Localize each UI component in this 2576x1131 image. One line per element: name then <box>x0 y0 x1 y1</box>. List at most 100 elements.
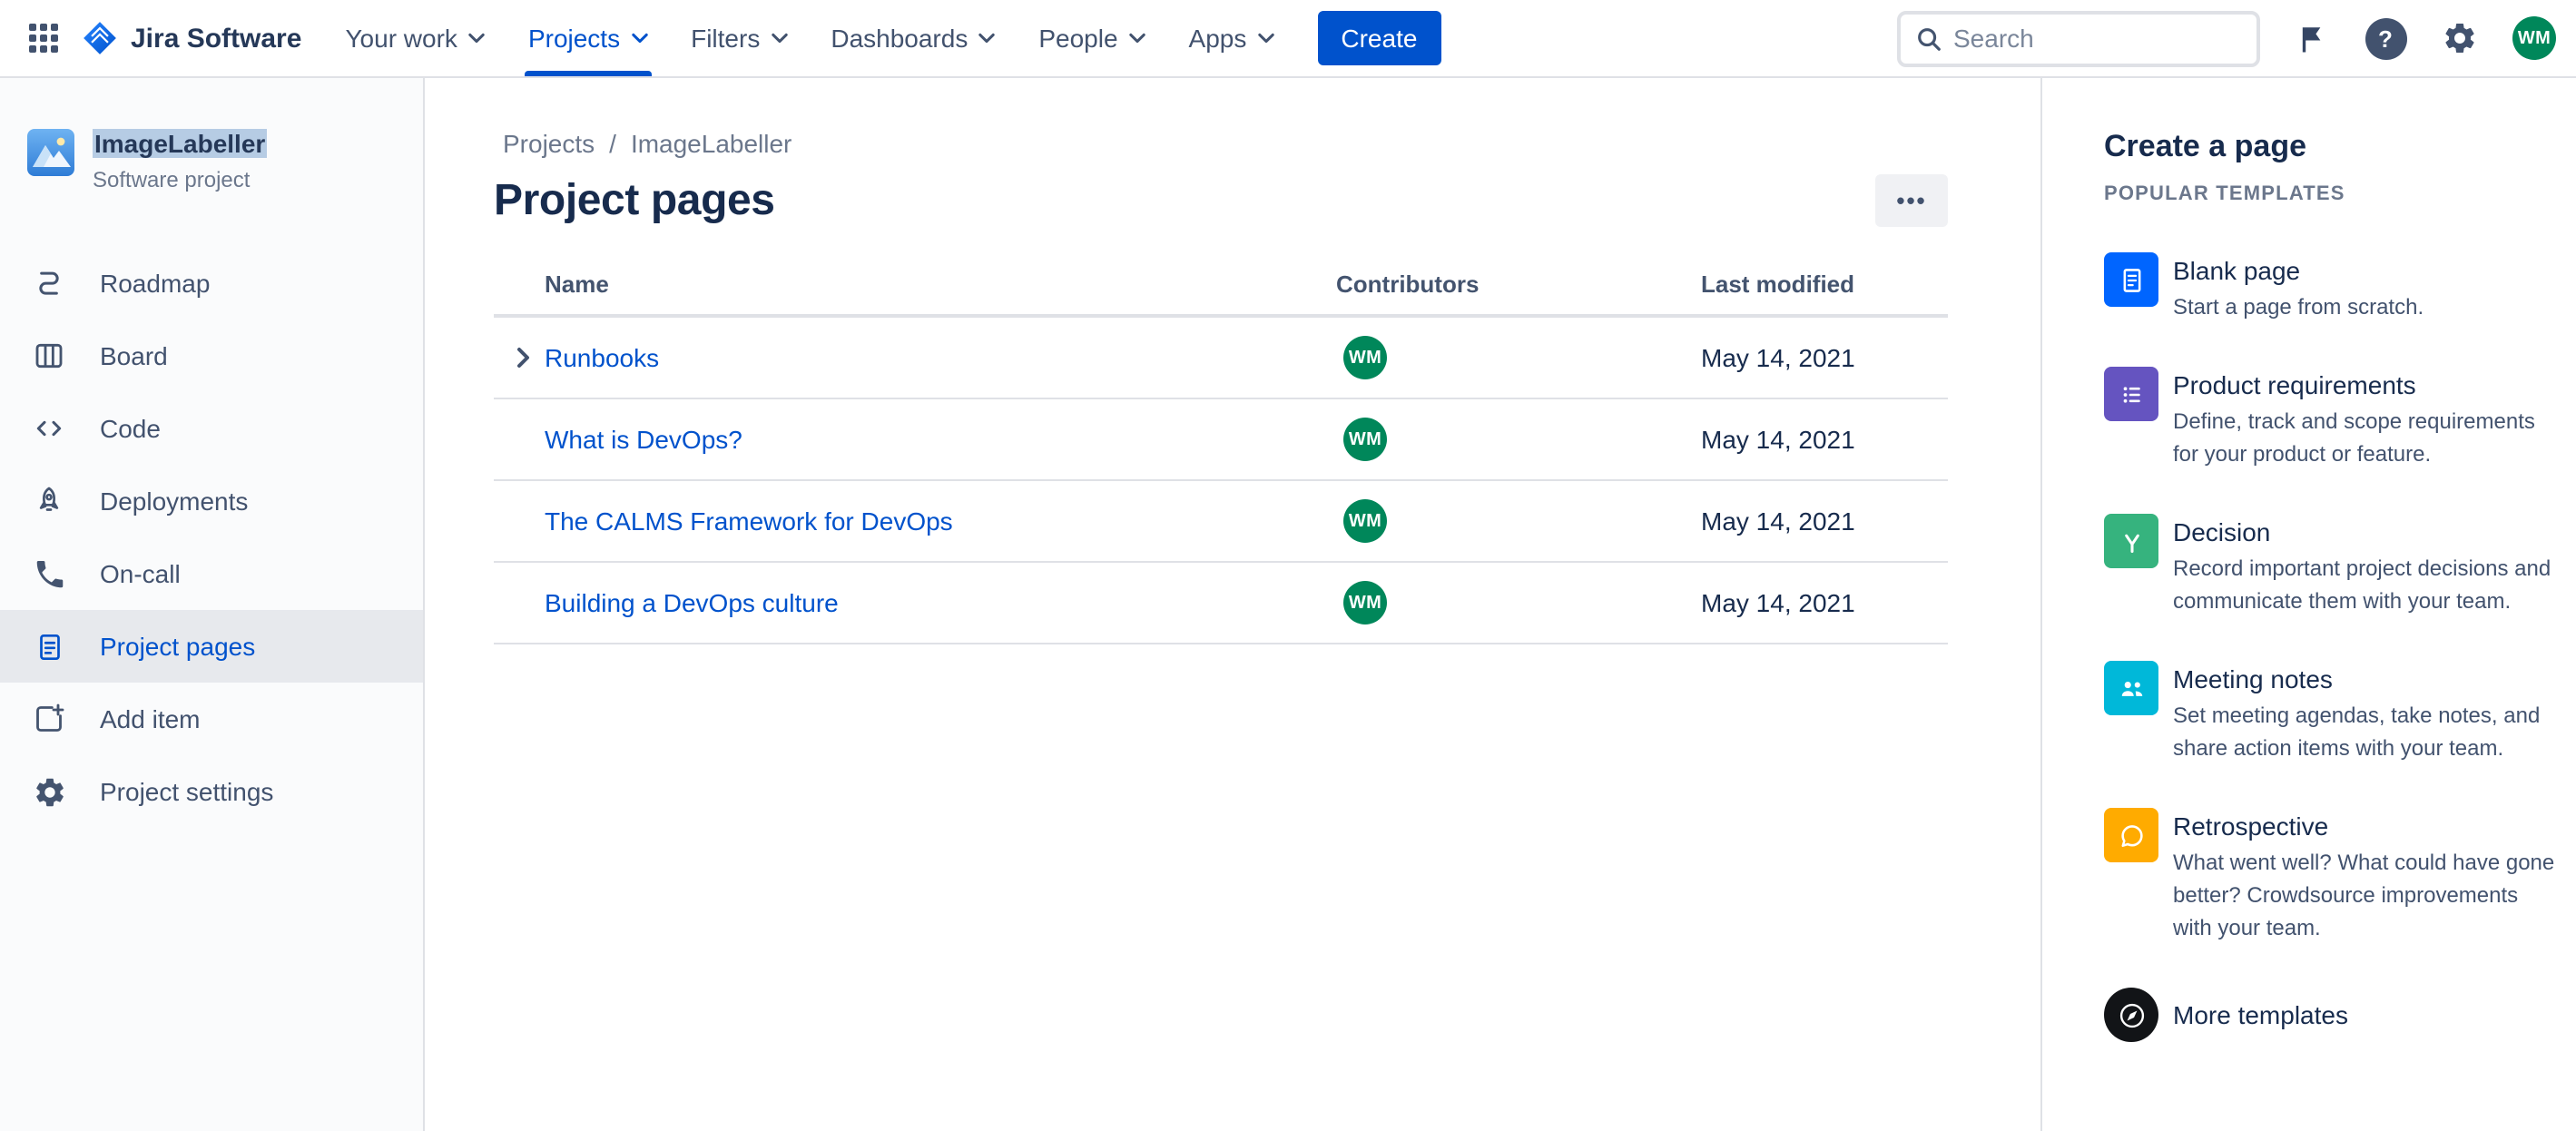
contributors-cell: WM <box>1336 418 1701 461</box>
chevron-down-icon <box>1128 33 1145 44</box>
rocket-icon <box>27 479 71 523</box>
chevron-down-icon <box>978 33 996 44</box>
top-nav: Jira Software Your work Projects Filters… <box>0 0 2576 78</box>
notifications-flag-button[interactable] <box>2287 15 2335 62</box>
nav-item-people[interactable]: People <box>1017 0 1166 76</box>
breadcrumb-projects-link[interactable]: Projects <box>503 129 595 158</box>
people-icon <box>2104 661 2158 715</box>
template-name: Decision <box>2173 517 2271 546</box>
nav-item-your-work[interactable]: Your work <box>323 0 506 76</box>
column-header-name: Name <box>545 270 609 298</box>
top-nav-right: ? WM <box>1897 10 2576 66</box>
project-avatar <box>27 129 74 176</box>
last-modified-cell: May 14, 2021 <box>1701 425 1855 454</box>
more-templates-item[interactable]: More templates <box>2104 988 2561 1042</box>
app-switcher-button[interactable] <box>15 0 73 76</box>
board-icon <box>27 334 71 378</box>
last-modified-cell: May 14, 2021 <box>1701 343 1855 372</box>
template-name: Product requirements <box>2173 370 2416 399</box>
expand-row-button[interactable] <box>506 341 539 374</box>
template-meeting-notes[interactable]: Meeting notes Set meeting agendas, take … <box>2104 661 2561 764</box>
user-avatar: WM <box>2512 16 2556 60</box>
table-row: The CALMS Framework for DevOps WM May 14… <box>494 481 1948 563</box>
chevron-right-icon <box>516 348 528 368</box>
create-button[interactable]: Create <box>1317 11 1441 65</box>
table-header: Name Contributors Last modified <box>494 270 1948 318</box>
contributors-cell: WM <box>1336 581 1701 625</box>
sidebar-item-on-call[interactable]: On-call <box>0 537 423 610</box>
name-cell: Building a DevOps culture <box>494 588 1336 617</box>
template-description: Define, track and scope requirements for… <box>2173 408 2535 467</box>
sidebar-item-code[interactable]: Code <box>0 392 423 465</box>
sidebar-item-roadmap[interactable]: Roadmap <box>0 247 423 320</box>
help-button[interactable]: ? <box>2362 15 2409 62</box>
sidebar-item-project-pages[interactable]: Project pages <box>0 610 423 683</box>
search-icon <box>1918 27 1941 50</box>
panel-subtitle: POPULAR TEMPLATES <box>2104 183 2345 205</box>
pages-table: Name Contributors Last modified Runbooks <box>494 270 1948 644</box>
project-type: Software project <box>93 167 251 192</box>
jira-logo-link[interactable]: Jira Software <box>80 18 301 58</box>
template-product-requirements[interactable]: Product requirements Define, track and s… <box>2104 367 2561 470</box>
nav-item-projects[interactable]: Projects <box>506 0 669 76</box>
nav-item-dashboards[interactable]: Dashboards <box>809 0 1017 76</box>
breadcrumb-separator: / <box>609 129 616 158</box>
table-row: What is DevOps? WM May 14, 2021 <box>494 399 1948 481</box>
search-box <box>1897 10 2260 66</box>
template-description: What went well? What could have gone bet… <box>2173 850 2555 940</box>
app-switcher-icon <box>29 24 58 53</box>
nav-item-filters[interactable]: Filters <box>669 0 809 76</box>
speech-bubble-icon <box>2104 808 2158 862</box>
contributors-cell: WM <box>1336 499 1701 543</box>
jira-logo-icon <box>84 22 116 54</box>
chevron-down-icon <box>771 33 788 44</box>
project-name: ImageLabeller <box>93 129 268 158</box>
chevron-down-icon <box>631 33 647 44</box>
page-link[interactable]: The CALMS Framework for DevOps <box>545 506 953 536</box>
page-link[interactable]: Building a DevOps culture <box>545 588 839 617</box>
template-decision[interactable]: Decision Record important project decisi… <box>2104 514 2561 617</box>
gear-icon <box>27 770 71 813</box>
column-header-last-modified: Last modified <box>1701 270 1855 298</box>
roadmap-icon <box>27 261 71 305</box>
settings-button[interactable] <box>2436 15 2483 62</box>
user-avatar-button[interactable]: WM <box>2511 15 2558 62</box>
top-nav-left: Jira Software Your work Projects Filters… <box>0 0 1441 76</box>
contributor-avatar[interactable]: WM <box>1343 581 1387 625</box>
table-row: Building a DevOps culture WM May 14, 202… <box>494 563 1948 644</box>
sidebar-item-deployments[interactable]: Deployments <box>0 465 423 537</box>
sidebar-item-board[interactable]: Board <box>0 320 423 392</box>
template-description: Start a page from scratch. <box>2173 294 2424 320</box>
project-header: ImageLabeller Software project <box>0 129 423 192</box>
template-blank-page[interactable]: Blank page Start a page from scratch. <box>2104 252 2561 323</box>
template-name: More templates <box>2173 1000 2348 1029</box>
decision-branch-icon <box>2104 514 2158 568</box>
chevron-down-icon <box>1257 33 1274 44</box>
last-modified-cell: May 14, 2021 <box>1701 506 1855 536</box>
compass-icon <box>2104 988 2158 1042</box>
contributor-avatar[interactable]: WM <box>1343 499 1387 543</box>
create-page-panel: Create a page POPULAR TEMPLATES Blank pa… <box>2040 78 2576 1131</box>
breadcrumb-project-link[interactable]: ImageLabeller <box>630 129 792 158</box>
page-link[interactable]: Runbooks <box>545 343 660 372</box>
mountain-icon <box>33 137 71 167</box>
search-input[interactable] <box>1953 24 2242 53</box>
contributor-avatar[interactable]: WM <box>1343 418 1387 461</box>
table-row: Runbooks WM May 14, 2021 <box>494 318 1948 399</box>
title-row: Project pages ••• <box>494 174 1948 227</box>
panel-title: Create a page <box>2104 129 2306 163</box>
more-actions-button[interactable]: ••• <box>1875 174 1948 227</box>
sidebar-menu: Roadmap Board <box>0 247 423 828</box>
nav-item-apps[interactable]: Apps <box>1167 0 1296 76</box>
flag-icon <box>2301 26 2320 52</box>
sidebar-item-add-item[interactable]: Add item <box>0 683 423 755</box>
template-description: Set meeting agendas, take notes, and sha… <box>2173 703 2541 761</box>
sidebar-item-project-settings[interactable]: Project settings <box>0 755 423 828</box>
gear-icon <box>2445 23 2474 53</box>
template-retrospective[interactable]: Retrospective What went well? What could… <box>2104 808 2561 944</box>
brand-name: Jira Software <box>131 23 302 54</box>
contributor-avatar[interactable]: WM <box>1343 336 1387 379</box>
phone-icon <box>27 552 71 595</box>
page-link[interactable]: What is DevOps? <box>545 425 742 454</box>
